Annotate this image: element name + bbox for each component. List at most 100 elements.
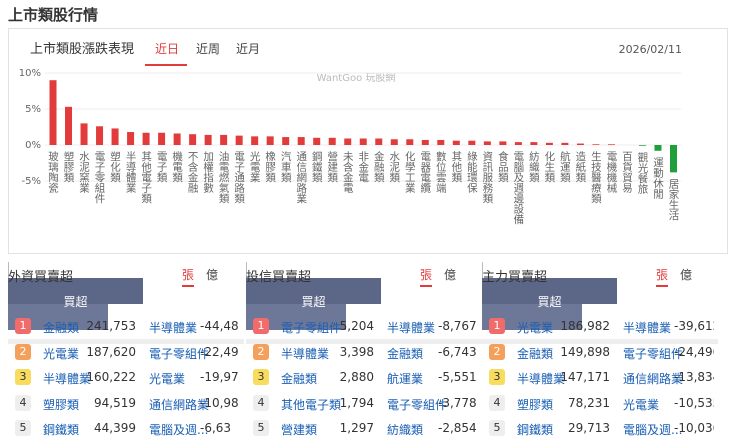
sell-value: -2,854 xyxy=(438,421,477,435)
buy-value: 3,398 xyxy=(339,344,374,359)
sell-name[interactable]: 半導體業 xyxy=(149,321,198,335)
bar xyxy=(220,134,228,145)
unit-toggle[interactable]: 張 xyxy=(182,266,195,287)
tab[interactable]: 近月 xyxy=(236,42,260,56)
x-tick-label: 食品類 xyxy=(497,150,509,183)
row-divider xyxy=(8,340,244,341)
sell-name[interactable]: 航運業 xyxy=(387,372,424,386)
buy-name[interactable]: 半導體業 xyxy=(517,372,566,386)
row-divider xyxy=(482,343,718,344)
y-tick-label: -5% xyxy=(22,176,41,187)
buy-name[interactable]: 鋼鐵類 xyxy=(517,423,554,437)
x-tick-label: 加權指數 xyxy=(202,151,214,194)
buy-name[interactable]: 鋼鐵類 xyxy=(43,423,80,437)
header-icon xyxy=(8,330,16,339)
sell-name[interactable]: 通信網路業 xyxy=(623,372,684,386)
x-tick-label: 電機機械 xyxy=(605,151,617,194)
x-tick-label: 資訊服務類 xyxy=(481,151,493,204)
x-tick-label: 半導體業 xyxy=(125,150,137,194)
unit-separator xyxy=(8,262,9,278)
buy-value: 94,519 xyxy=(94,395,136,410)
buy-name[interactable]: 營建類 xyxy=(281,423,318,437)
buy-name[interactable]: 金融類 xyxy=(43,321,80,335)
bar xyxy=(499,141,507,145)
x-tick-label: 塑膠類 xyxy=(63,150,75,183)
bar xyxy=(127,132,135,145)
table-panel: 外資買賣超張億買超 賣超 1 金融類 241,753 半導體業 -44,48 2 光電業 187,… xyxy=(8,262,244,444)
bar xyxy=(390,139,398,145)
sell-name[interactable]: 金融類 xyxy=(387,346,424,361)
buy-name[interactable]: 其他電子類 xyxy=(281,397,342,412)
bar xyxy=(142,132,150,145)
bar xyxy=(328,137,336,145)
row-divider xyxy=(246,340,482,341)
sell-name[interactable]: 電子零組件 xyxy=(623,346,684,361)
header-buy xyxy=(482,278,617,304)
bar xyxy=(406,139,414,145)
sell-name[interactable]: 光電業 xyxy=(149,372,186,386)
unit-toggle[interactable]: 億 xyxy=(680,268,693,282)
x-tick-label: 觀光餐旅 xyxy=(636,152,648,195)
buy-name[interactable]: 光電業 xyxy=(517,321,554,335)
y-tick-label: 5% xyxy=(25,104,41,115)
buy-value: 241,753 xyxy=(86,319,136,333)
sell-name[interactable]: 光電業 xyxy=(623,397,660,412)
sell-value: -8,767 xyxy=(438,319,477,333)
buy-value: 78,231 xyxy=(568,395,610,410)
sell-name[interactable]: 半導體業 xyxy=(623,321,672,335)
x-tick-label: 紡織類 xyxy=(528,150,540,183)
bar xyxy=(607,144,615,145)
buy-name[interactable]: 半導體業 xyxy=(281,346,330,361)
sell-name[interactable]: 通信網路業 xyxy=(149,397,210,412)
bar xyxy=(452,140,460,145)
tab[interactable]: 近日 xyxy=(155,42,179,56)
bar xyxy=(483,141,491,145)
x-tick-label: 不含金融 xyxy=(187,151,199,194)
bar xyxy=(266,136,274,145)
sell-name[interactable]: 半導體業 xyxy=(387,321,436,335)
unit-toggle[interactable]: 張 xyxy=(420,266,433,287)
sell-value: -22,49 xyxy=(200,344,239,359)
sell-name[interactable]: 電腦及週... xyxy=(623,423,683,437)
row-divider xyxy=(246,339,482,340)
x-tick-label: 化學工業 xyxy=(404,150,416,194)
unit-toggle[interactable]: 張 xyxy=(656,266,669,287)
sell-value: -6,63 xyxy=(200,421,232,435)
sell-header: 賣超 xyxy=(181,295,206,309)
buy-name[interactable]: 金融類 xyxy=(281,372,318,386)
buy-name[interactable]: 金融類 xyxy=(517,346,554,361)
bar xyxy=(189,134,197,145)
x-tick-label: 造紙類 xyxy=(574,150,586,183)
unit-toggle[interactable]: 億 xyxy=(444,268,457,282)
bar xyxy=(235,135,243,145)
rank-badge: 1 xyxy=(253,318,269,334)
buy-name[interactable]: 塑膠類 xyxy=(517,397,554,412)
buy-name[interactable]: 光電業 xyxy=(43,346,80,361)
x-tick-label: 汽車類 xyxy=(280,150,292,183)
rank-badge: 2 xyxy=(15,343,31,360)
sell-name[interactable]: 電子零組件 xyxy=(149,346,210,361)
sell-name[interactable]: 紡織類 xyxy=(387,423,424,437)
unit-separator xyxy=(482,262,483,278)
bar xyxy=(158,132,166,145)
x-tick-label: 綠能環保 xyxy=(466,151,478,194)
buy-name[interactable]: 半導體業 xyxy=(43,372,92,386)
buy-value: 44,399 xyxy=(94,421,136,435)
sell-name[interactable]: 電子零組件 xyxy=(387,397,448,412)
x-tick-label: 運動休閒 xyxy=(652,157,664,199)
bar xyxy=(96,126,104,145)
buy-name[interactable]: 電子零組件 xyxy=(281,321,342,335)
bar xyxy=(111,128,119,145)
bar xyxy=(65,106,73,145)
buy-header: 買超 xyxy=(301,295,326,309)
x-tick-label: 非金電 xyxy=(357,151,369,183)
tab[interactable]: 近周 xyxy=(196,42,220,56)
sell-name[interactable]: 電腦及週... xyxy=(149,423,209,437)
bar xyxy=(421,139,429,145)
header-icon xyxy=(482,330,490,339)
bar xyxy=(561,142,569,145)
x-tick-label: 營建類 xyxy=(326,150,338,183)
bar xyxy=(576,143,584,145)
buy-name[interactable]: 塑膠類 xyxy=(43,397,80,412)
unit-toggle[interactable]: 億 xyxy=(206,268,219,282)
